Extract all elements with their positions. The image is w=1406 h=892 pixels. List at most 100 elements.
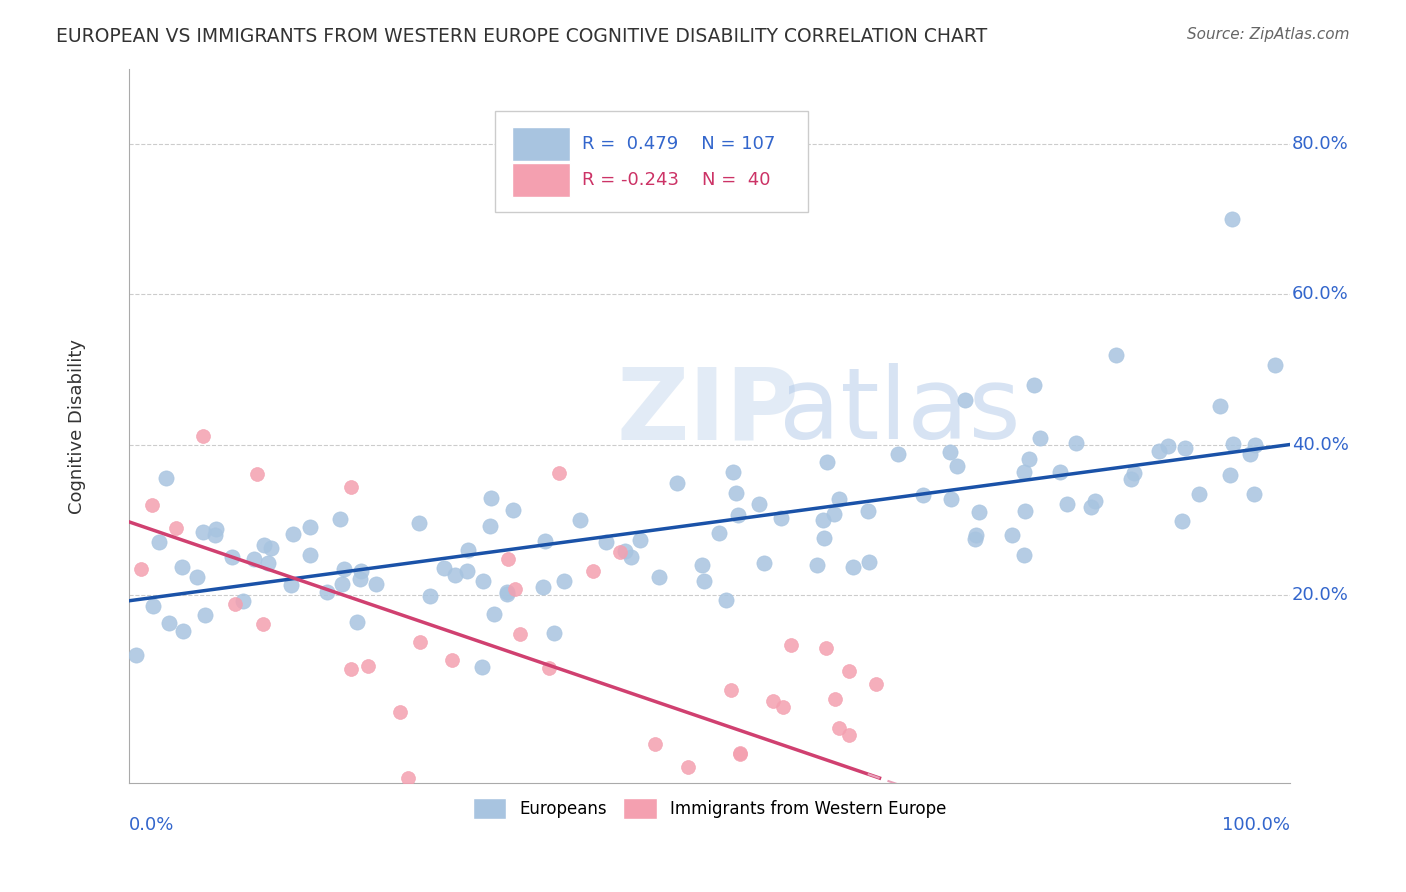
Point [582,564,605,578]
Point [1157,439,1180,453]
Point [813,531,835,545]
Point [647,570,669,584]
Point [419,589,441,603]
Text: 0.0%: 0.0% [129,815,174,834]
Point [1222,437,1244,451]
Point [316,584,339,599]
Point [280,577,302,591]
Point [243,552,266,566]
Point [1029,431,1052,445]
Point [1056,497,1078,511]
Point [824,692,846,706]
Point [806,558,828,573]
Legend: Europeans, Immigrants from Western Europe: Europeans, Immigrants from Western Europ… [465,791,953,825]
Point [257,556,280,570]
Point [614,544,637,558]
Point [1119,472,1142,486]
Point [186,570,208,584]
Text: Cognitive Disability: Cognitive Disability [67,338,86,514]
Point [534,533,557,548]
Point [1264,358,1286,372]
Point [619,550,641,565]
Point [204,528,226,542]
Point [912,488,935,502]
Point [221,550,243,565]
Point [1173,442,1195,456]
Point [856,504,879,518]
Point [194,607,217,622]
Point [938,445,960,459]
Point [125,648,148,662]
Point [595,534,617,549]
Point [1243,438,1265,452]
Point [823,508,845,522]
Point [1171,514,1194,528]
Point [666,475,689,490]
Point [838,664,860,678]
Point [346,615,368,629]
Point [838,728,860,742]
Point [692,558,714,573]
Point [157,616,180,631]
Point [772,700,794,714]
Point [339,480,361,494]
Point [333,562,356,576]
Point [191,429,214,443]
Point [967,505,990,519]
Point [129,561,152,575]
Point [828,492,851,507]
Point [953,392,976,407]
Point [1147,444,1170,458]
Point [482,607,505,622]
Point [714,593,737,607]
Point [811,512,834,526]
Point [720,682,742,697]
Point [1208,399,1230,413]
Point [191,525,214,540]
Point [748,497,770,511]
Point [965,533,987,547]
Point [444,567,467,582]
Point [569,513,592,527]
Point [1014,466,1036,480]
Point [299,548,322,562]
Point [224,597,246,611]
Point [828,721,851,735]
Point [1012,548,1035,562]
Point [1105,347,1128,361]
FancyBboxPatch shape [495,112,808,211]
Point [815,455,838,469]
Point [724,485,747,500]
Point [165,520,187,534]
Point [330,577,353,591]
Point [350,564,373,578]
Point [1220,212,1243,227]
Point [299,520,322,534]
Point [693,574,716,588]
Point [148,534,170,549]
Point [509,627,531,641]
Point [479,518,502,533]
Point [340,662,363,676]
Point [1188,487,1211,501]
Point [1001,528,1024,542]
Point [887,447,910,461]
FancyBboxPatch shape [512,163,571,197]
Point [1064,436,1087,450]
Point [495,585,517,599]
Point [1239,447,1261,461]
Point [441,653,464,667]
Point [709,525,731,540]
Point [457,542,479,557]
Point [433,561,456,575]
Point [728,747,751,761]
Text: 60.0%: 60.0% [1292,285,1348,303]
Point [1049,465,1071,479]
Point [495,587,517,601]
Point [502,503,524,517]
Text: 20.0%: 20.0% [1292,586,1348,605]
Point [752,556,775,570]
Point [946,459,969,474]
Text: R =  0.479    N = 107: R = 0.479 N = 107 [582,136,775,153]
Text: 100.0%: 100.0% [1222,815,1289,834]
